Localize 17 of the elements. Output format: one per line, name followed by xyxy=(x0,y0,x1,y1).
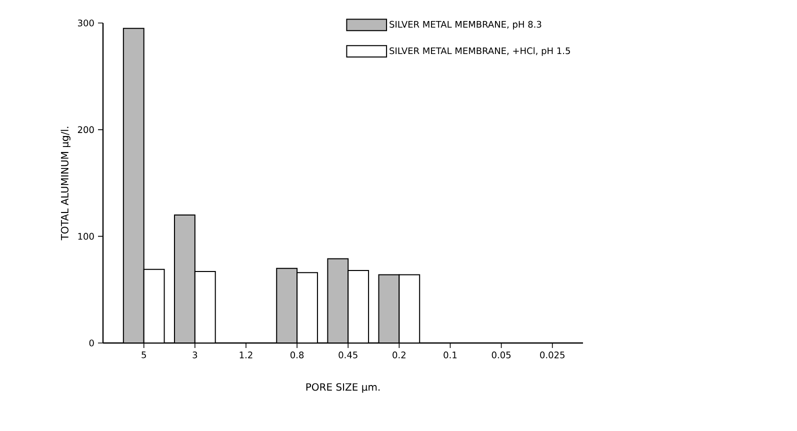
x-tick-label: 0.8 xyxy=(290,352,304,358)
y-tick-label: 200 xyxy=(78,126,94,134)
y-tick-label: 100 xyxy=(78,232,94,240)
y-tick-label: 0 xyxy=(89,340,94,346)
x-axis-title: PORE SIZE µm. xyxy=(306,383,380,393)
x-tick-label: 0.45 xyxy=(338,352,358,358)
legend-label: SILVER METAL MEMBRANE, +HCl, pH 1.5 xyxy=(390,47,570,56)
x-tick-label: 0.1 xyxy=(444,352,457,358)
x-tick-label: 3 xyxy=(192,352,198,358)
x-tick-label: 0.2 xyxy=(392,352,406,358)
x-tick-label: 1.2 xyxy=(240,352,252,358)
y-tick-label: 300 xyxy=(78,20,94,26)
x-tick-label: 0.05 xyxy=(492,352,511,358)
y-axis-title: TOTAL ALUMINUM µg/l. xyxy=(60,126,70,240)
x-tick-label: 5 xyxy=(142,352,146,358)
legend-label: SILVER METAL MEMBRANE, pH 8.3 xyxy=(390,20,542,30)
x-tick-label: 0.025 xyxy=(540,352,564,358)
